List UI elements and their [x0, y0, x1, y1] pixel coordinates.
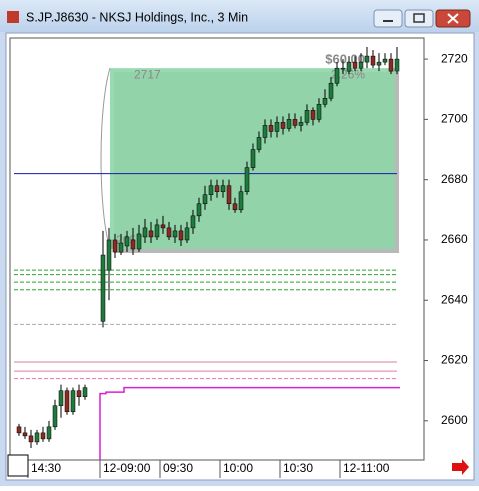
candle-body [292, 119, 298, 126]
indicator-line [99, 386, 400, 460]
candle-body [70, 390, 76, 413]
candle-body [100, 254, 106, 322]
candle-body [334, 67, 340, 84]
candle-body [316, 104, 322, 120]
candle-body [58, 390, 64, 406]
candle-body [328, 82, 334, 99]
candle-body [184, 227, 190, 241]
candle-body [118, 242, 124, 253]
window-title: S.JP.J8630 - NKSJ Holdings, Inc., 3 Min [26, 10, 248, 24]
candle-body [148, 230, 154, 238]
candle-body [136, 233, 142, 250]
measure-bracket [100, 67, 111, 250]
candle-body [280, 122, 286, 129]
chart-layer: 260026202640266026802700272027172657$60.… [10, 47, 468, 478]
y-tick-label: 2640 [441, 292, 468, 306]
x-tick-label: 10:00 [223, 461, 253, 475]
y-tick-label: 2660 [441, 232, 468, 246]
candle-body [106, 239, 112, 271]
candle-body [112, 239, 118, 253]
candle-body [376, 61, 382, 66]
minimize-icon [383, 20, 393, 22]
candle-body [16, 426, 22, 434]
app-icon [7, 11, 19, 23]
candle-body [262, 125, 268, 138]
scroll-arrow[interactable] [452, 459, 469, 475]
candle-body [124, 236, 130, 247]
candle-body [256, 137, 262, 150]
candle-body [166, 227, 172, 238]
candle-body [196, 203, 202, 217]
candle-body [340, 67, 346, 70]
candle-body [358, 61, 364, 69]
candle-body [28, 435, 34, 443]
candle-body [220, 185, 226, 192]
measure-high-label: 2717 [134, 67, 161, 81]
candle-body [208, 185, 214, 195]
candle-body [322, 98, 328, 105]
candle-body [190, 215, 196, 229]
corner-box [7, 454, 29, 477]
candle-body [388, 58, 394, 72]
x-tick-label: 10:30 [283, 461, 313, 475]
y-tick-label: 2680 [441, 172, 468, 186]
candle-body [298, 122, 304, 126]
candle-body [304, 110, 310, 123]
candle-body [172, 230, 178, 238]
candle-body [364, 55, 370, 63]
candle-body [286, 119, 292, 129]
candle-body [154, 224, 160, 238]
candle-body [226, 185, 232, 205]
candle-body [214, 185, 220, 192]
maximize-icon [413, 13, 425, 23]
candle-body [64, 390, 70, 413]
x-tick-label: 12-09:00 [103, 461, 151, 475]
candle-body [34, 432, 40, 443]
candle-body [202, 194, 208, 205]
candle-body [238, 191, 244, 211]
candle-body [76, 390, 82, 397]
y-tick-label: 2620 [441, 353, 468, 367]
x-tick-label: 09:30 [163, 461, 193, 475]
candle-body [232, 203, 238, 211]
candle-body [82, 387, 88, 397]
candle-body [178, 230, 184, 241]
x-tick-label: 14:30 [31, 461, 61, 475]
candle-body [250, 149, 256, 168]
y-tick-label: 2700 [441, 112, 468, 126]
candle-body [46, 426, 52, 440]
candle-body [160, 224, 166, 229]
candle-body [130, 239, 136, 250]
candle-body [142, 227, 148, 238]
candle-body [346, 61, 352, 72]
close-icon [447, 13, 459, 24]
candle-body [274, 122, 280, 132]
candle-body [244, 167, 250, 192]
maximize-button[interactable] [404, 9, 434, 28]
candle-body [52, 405, 58, 428]
candle-body [352, 61, 358, 69]
candle-body [310, 110, 316, 120]
y-tick-label: 2720 [441, 51, 468, 65]
minimize-button[interactable] [373, 9, 403, 28]
candle-body [370, 55, 376, 66]
candle-body [22, 432, 28, 437]
measure-percent: 2.26% [331, 67, 365, 81]
y-tick-label: 2600 [441, 413, 468, 427]
candle-body [394, 58, 400, 72]
x-tick-label: 12-11:00 [343, 461, 390, 475]
candle-body [268, 125, 274, 132]
candle-body [40, 432, 46, 440]
candle-body [382, 58, 388, 63]
